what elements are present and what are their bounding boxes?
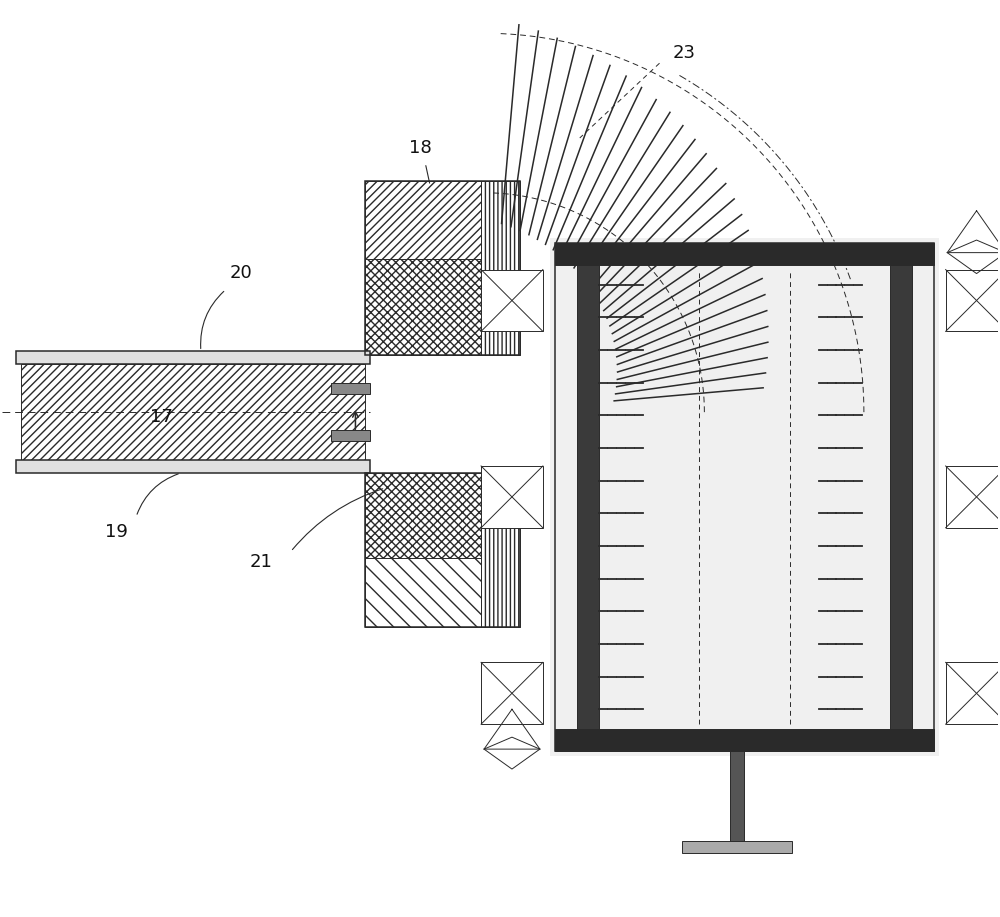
Bar bbox=[890, 265, 912, 729]
Bar bbox=[16, 351, 370, 364]
Bar bbox=[365, 473, 481, 558]
Bar bbox=[946, 662, 1000, 724]
Bar bbox=[16, 460, 370, 473]
Bar bbox=[682, 841, 792, 853]
Bar bbox=[331, 383, 370, 394]
Bar bbox=[577, 265, 599, 729]
Bar bbox=[481, 270, 543, 331]
Bar bbox=[21, 364, 365, 460]
Bar bbox=[481, 466, 543, 528]
Bar bbox=[481, 473, 520, 627]
Text: 23: 23 bbox=[673, 44, 696, 62]
Text: 21: 21 bbox=[249, 553, 272, 570]
Bar bbox=[365, 181, 481, 260]
Bar bbox=[365, 473, 520, 627]
Bar bbox=[365, 181, 520, 355]
Bar bbox=[946, 270, 1000, 331]
Bar bbox=[481, 181, 520, 355]
Bar bbox=[555, 243, 934, 751]
Bar bbox=[730, 751, 744, 841]
Bar bbox=[365, 558, 481, 627]
Bar bbox=[946, 466, 1000, 528]
Text: 20: 20 bbox=[229, 263, 252, 282]
Text: 17: 17 bbox=[150, 408, 172, 426]
Bar bbox=[555, 729, 934, 751]
Text: 19: 19 bbox=[105, 523, 128, 541]
Bar bbox=[481, 662, 543, 724]
Text: 18: 18 bbox=[409, 139, 432, 157]
Bar bbox=[365, 260, 481, 355]
Bar bbox=[331, 430, 370, 441]
Bar bbox=[550, 238, 939, 757]
Bar bbox=[555, 243, 934, 265]
